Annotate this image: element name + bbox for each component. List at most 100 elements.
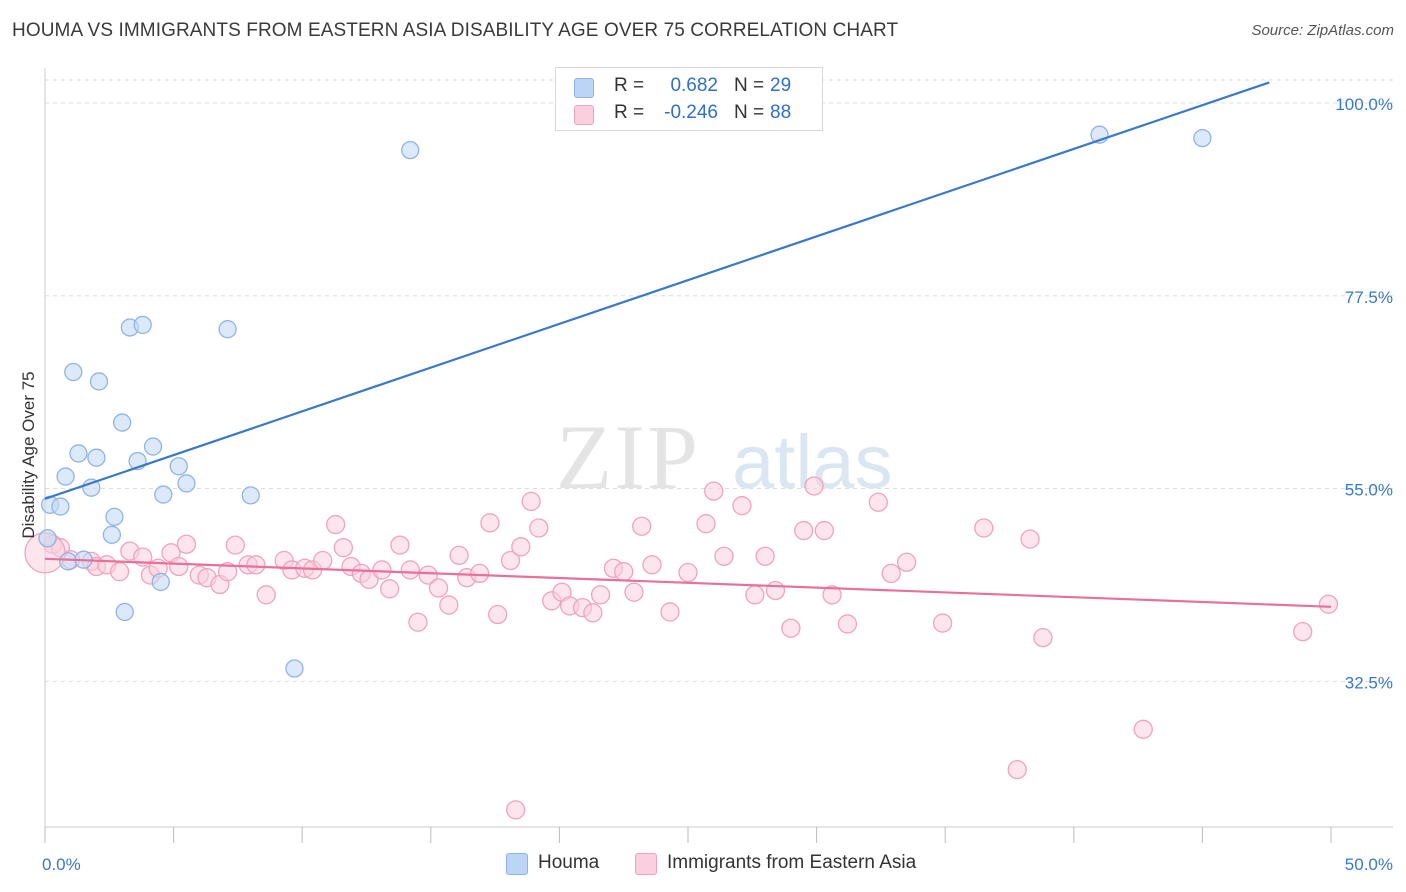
- immigrants-point: [590, 585, 611, 605]
- houma-point: [241, 486, 260, 505]
- houma-point: [133, 315, 152, 335]
- immigrants-point: [704, 481, 724, 501]
- immigrants-point: [642, 555, 662, 575]
- immigrants-point: [1293, 621, 1313, 642]
- immigrants-point: [822, 585, 842, 605]
- houma-point: [105, 507, 124, 526]
- houma-point: [113, 413, 132, 432]
- immigrants-point: [804, 476, 824, 496]
- immigrants-point: [418, 565, 438, 585]
- houma-point: [87, 448, 106, 467]
- grid-layer: [45, 79, 1393, 682]
- immigrants-trend-line: [44, 557, 1332, 608]
- legend-swatch-houma: [506, 853, 528, 875]
- houma-point: [102, 525, 122, 544]
- houma-point: [51, 497, 70, 516]
- houma-point: [58, 552, 78, 571]
- immigrants-point: [755, 546, 775, 566]
- y-tick-label: 77.5%: [1345, 288, 1393, 307]
- series-immigrants-points: [24, 476, 1339, 820]
- immigrants-point: [217, 562, 238, 582]
- houma-trend-line: [44, 81, 1270, 500]
- immigrants-point: [439, 595, 459, 615]
- houma-point: [1193, 128, 1212, 148]
- immigrants-point: [814, 520, 834, 541]
- n-value: 88: [770, 102, 792, 123]
- houma-point: [69, 444, 88, 463]
- immigrants-point: [696, 514, 716, 534]
- r-value: 0.682: [670, 75, 718, 96]
- legend: Houma Immigrants from Eastern Asia: [0, 850, 1406, 880]
- immigrants-point: [325, 514, 346, 535]
- immigrants-point: [1133, 719, 1153, 739]
- immigrants-point: [428, 578, 449, 598]
- immigrants-point: [480, 513, 500, 533]
- immigrants-point: [614, 562, 634, 582]
- immigrants-point: [109, 562, 130, 582]
- stats-row-immigrants: R = -0.246 N = 88: [556, 102, 822, 128]
- immigrants-point: [169, 556, 189, 577]
- houma-point: [285, 659, 304, 678]
- immigrants-point: [794, 520, 814, 541]
- houma-point: [169, 457, 188, 476]
- x-tick-label: 50.0%: [1345, 855, 1393, 874]
- houma-point: [115, 602, 134, 622]
- immigrants-point: [678, 562, 698, 583]
- immigrants-point: [974, 518, 994, 538]
- immigrants-point: [881, 563, 901, 584]
- axis-labels: 32.5% 55.0% 77.5% 100.0% 0.0% 50.0% Disability…: [19, 95, 1393, 874]
- immigrants-point: [176, 534, 197, 554]
- r-label: R =: [614, 102, 645, 123]
- legend-label-houma: Houma: [538, 852, 600, 873]
- immigrants-point: [765, 580, 786, 601]
- y-tick-label: 55.0%: [1345, 481, 1393, 500]
- immigrants-swatch: [574, 105, 594, 125]
- chart-title: HOUMA VS IMMIGRANTS FROM EASTERN ASIA DI…: [12, 20, 899, 41]
- immigrants-point: [470, 563, 490, 584]
- r-value: -0.246: [664, 102, 718, 123]
- immigrants-point: [400, 560, 420, 580]
- immigrants-point: [500, 550, 521, 571]
- immigrants-point: [372, 560, 392, 580]
- n-value: 29: [770, 75, 792, 96]
- immigrants-point: [732, 496, 752, 516]
- immigrants-point: [511, 537, 531, 557]
- immigrants-point: [529, 518, 549, 538]
- immigrants-point: [583, 603, 603, 623]
- legend-swatch-immigrants: [635, 853, 657, 875]
- immigrants-point: [1020, 529, 1040, 549]
- n-label: N =: [734, 75, 765, 96]
- stats-box: R = 0.682 N = 29 R = -0.246 N = 88: [555, 67, 823, 131]
- y-tick-label: 32.5%: [1345, 673, 1393, 692]
- y-tick-label: 100.0%: [1335, 95, 1393, 114]
- immigrants-point: [506, 800, 526, 820]
- houma-swatch: [574, 78, 594, 98]
- immigrants-point: [714, 546, 734, 566]
- houma-point: [154, 485, 173, 504]
- stats-row-houma: R = 0.682 N = 29: [556, 75, 822, 101]
- axis-layer: [44, 68, 1393, 843]
- immigrants-point: [745, 585, 765, 605]
- source-label: Source: ZipAtlas.com: [1251, 22, 1394, 39]
- y-axis-label: Disability Age Over 75: [19, 371, 38, 538]
- r-label: R =: [614, 75, 645, 96]
- immigrants-point: [313, 550, 333, 571]
- immigrants-point: [246, 555, 266, 575]
- immigrants-point: [256, 585, 276, 605]
- houma-point: [89, 372, 109, 391]
- immigrants-point: [1318, 594, 1339, 614]
- immigrants-point: [521, 491, 541, 512]
- immigrants-point: [333, 538, 354, 558]
- n-label: N =: [734, 102, 765, 123]
- immigrants-point: [624, 582, 644, 602]
- houma-point: [56, 467, 75, 486]
- x-tick-label: 0.0%: [42, 855, 81, 874]
- houma-point: [38, 529, 57, 548]
- immigrants-point: [837, 614, 858, 634]
- immigrants-point: [449, 545, 469, 566]
- houma-point: [177, 474, 196, 493]
- watermark: ZIP atlas: [556, 406, 893, 508]
- houma-point: [218, 320, 237, 339]
